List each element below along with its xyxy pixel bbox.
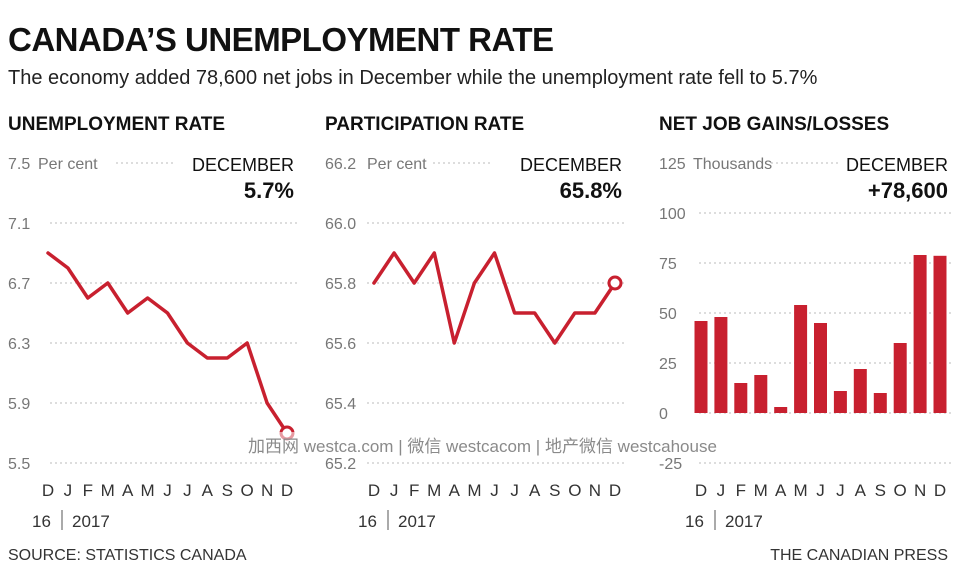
unit-label-1: Per cent: [367, 156, 427, 173]
x-tick-label-0-8: A: [202, 481, 214, 500]
source-note: SOURCE: STATISTICS CANADA: [8, 547, 247, 564]
x-tick-label-0-9: S: [222, 481, 233, 500]
y-tick-label-2-0: 125: [659, 156, 686, 173]
year-label-end-2: 2017: [725, 512, 763, 531]
x-tick-label-0-5: M: [140, 481, 154, 500]
bar-11: [913, 255, 927, 413]
x-tick-label-1-8: A: [529, 481, 541, 500]
x-tick-label-1-3: M: [427, 481, 441, 500]
x-tick-label-0-10: O: [241, 481, 254, 500]
bar-0: [694, 321, 708, 413]
year-label-end-1: 2017: [398, 512, 436, 531]
x-tick-label-1-10: O: [568, 481, 581, 500]
y-tick-label-2-1: 100: [659, 206, 686, 223]
bar-6: [814, 323, 827, 413]
y-tick-label-0-3: 6.3: [8, 336, 30, 353]
y-tick-label-2-5: 0: [659, 406, 668, 423]
x-tick-label-1-11: N: [589, 481, 601, 500]
x-tick-label-1-2: F: [409, 481, 419, 500]
series-line-0: [46, 251, 289, 435]
y-tick-label-0-2: 6.7: [8, 276, 30, 293]
x-tick-label-0-3: M: [101, 481, 115, 500]
x-tick-label-1-1: J: [390, 481, 399, 500]
x-tick-label-2-1: J: [717, 481, 726, 500]
x-tick-label-0-4: A: [122, 481, 134, 500]
x-tick-label-1-7: J: [510, 481, 519, 500]
bar-10: [893, 343, 907, 413]
bar-5: [794, 305, 808, 413]
x-tick-label-1-5: M: [467, 481, 481, 500]
callout-label-0: DECEMBER: [192, 155, 294, 175]
callout-value-0: 5.7%: [244, 178, 294, 203]
year-label-start-2: 16: [685, 512, 704, 531]
y-tick-label-2-2: 75: [659, 256, 677, 273]
callout-value-2: +78,600: [868, 178, 948, 203]
x-tick-label-2-7: J: [836, 481, 845, 500]
y-tick-label-1-4: 65.4: [325, 396, 356, 413]
y-tick-label-2-4: 25: [659, 356, 677, 373]
year-label-end-0: 2017: [72, 512, 110, 531]
watermark: 加西网 westca.com | 微信 westcacom | 地产微信 wes…: [246, 432, 719, 457]
x-tick-label-1-4: A: [449, 481, 461, 500]
y-tick-label-0-5: 5.5: [8, 456, 30, 473]
x-tick-label-1-0: D: [368, 481, 380, 500]
y-tick-label-1-1: 66.0: [325, 216, 356, 233]
bar-8: [853, 369, 867, 413]
bar-9: [873, 393, 887, 413]
x-tick-label-2-11: N: [914, 481, 926, 500]
bar-3: [754, 375, 768, 413]
x-tick-label-2-3: M: [754, 481, 768, 500]
x-tick-label-2-9: S: [875, 481, 886, 500]
y-tick-label-1-3: 65.6: [325, 336, 356, 353]
x-tick-label-2-10: O: [894, 481, 907, 500]
page-subtitle: The economy added 78,600 net jobs in Dec…: [8, 67, 818, 89]
panel-title-0: UNEMPLOYMENT RATE: [8, 114, 225, 135]
unit-label-2: Thousands: [693, 156, 772, 173]
x-tick-label-0-12: D: [281, 481, 293, 500]
y-tick-label-0-0: 7.5: [8, 156, 30, 173]
unit-label-0: Per cent: [38, 156, 98, 173]
y-tick-label-0-1: 7.1: [8, 216, 30, 233]
year-label-start-0: 16: [32, 512, 51, 531]
y-tick-label-0-4: 5.9: [8, 396, 30, 413]
x-tick-label-2-0: D: [695, 481, 707, 500]
callout-value-1: 65.8%: [560, 178, 622, 203]
x-tick-label-1-6: J: [490, 481, 499, 500]
y-tick-label-2-6: -25: [659, 456, 682, 473]
bar-2: [734, 383, 748, 413]
x-tick-label-0-0: D: [42, 481, 54, 500]
x-tick-label-0-1: J: [64, 481, 73, 500]
x-tick-label-2-8: A: [855, 481, 867, 500]
x-tick-label-1-12: D: [609, 481, 621, 500]
callout-label-2: DECEMBER: [846, 155, 948, 175]
last-point-marker-1: [607, 275, 623, 291]
bar-4: [774, 407, 788, 413]
press-credit: THE CANADIAN PRESS: [770, 547, 948, 564]
bar-12: [933, 255, 947, 413]
x-tick-label-2-5: M: [793, 481, 807, 500]
year-label-start-1: 16: [358, 512, 377, 531]
x-tick-label-2-2: F: [736, 481, 746, 500]
panel-title-2: NET JOB GAINS/LOSSES: [659, 114, 889, 135]
y-tick-label-1-2: 65.8: [325, 276, 356, 293]
x-tick-label-2-12: D: [934, 481, 946, 500]
y-tick-label-1-5: 65.2: [325, 456, 356, 473]
x-tick-label-2-4: A: [775, 481, 787, 500]
y-tick-label-1-0: 66.2: [325, 156, 356, 173]
series-line-1: [372, 251, 617, 345]
x-tick-label-0-2: F: [83, 481, 93, 500]
bar-1: [714, 317, 728, 413]
page-title: CANADA’S UNEMPLOYMENT RATE: [8, 21, 554, 58]
x-tick-label-0-7: J: [183, 481, 192, 500]
y-tick-label-2-3: 50: [659, 306, 677, 323]
bar-7: [833, 391, 847, 413]
x-tick-label-0-6: J: [163, 481, 172, 500]
x-tick-label-1-9: S: [549, 481, 560, 500]
callout-label-1: DECEMBER: [520, 155, 622, 175]
x-tick-label-0-11: N: [261, 481, 273, 500]
panel-title-1: PARTICIPATION RATE: [325, 114, 524, 135]
x-tick-label-2-6: J: [816, 481, 825, 500]
